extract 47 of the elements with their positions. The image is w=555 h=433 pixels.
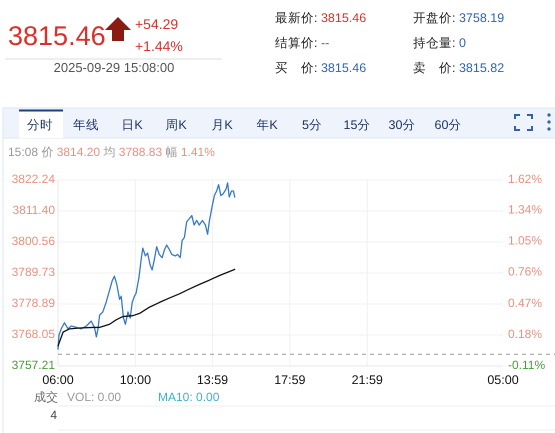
text: 卖 价: 3815.82 <box>413 61 504 75</box>
text: 成交 <box>34 390 58 404</box>
text: +1.44% <box>135 38 183 54</box>
chart-subtitle: 15:08 价 3814.20 均 3788.83 幅 1.41% <box>8 145 216 159</box>
text: 2025-09-29 15:08:00 <box>54 60 174 75</box>
text: 结算价: -- <box>275 36 330 50</box>
y2-tick-label: 0.18% <box>508 326 542 341</box>
text: 年线 <box>73 118 99 132</box>
text: 年K <box>256 118 278 132</box>
text: MA10: 0.00 <box>158 390 220 404</box>
text: 3815.46 <box>8 21 106 51</box>
y-tick-label: 3800.56 <box>12 234 56 248</box>
y-tick-label: 3768.05 <box>12 327 56 342</box>
text: 日K <box>121 118 144 132</box>
text: 持仓量: 0 <box>413 36 466 50</box>
x-tick-label: 05:00 <box>487 373 519 387</box>
y2-tick-label: -0.11% <box>508 358 546 372</box>
text: 4 <box>50 408 58 422</box>
line-series <box>57 268 236 347</box>
text: 60分 <box>434 118 462 132</box>
y2-tick-label: 1.34% <box>508 202 542 216</box>
y2-tick-label: 0.47% <box>508 296 542 310</box>
x-tick-label: 10:00 <box>120 373 152 387</box>
text: 最新价: 3815.46 <box>275 11 366 25</box>
x-tick-label: 06:00 <box>42 373 74 387</box>
y-tick-label: 3757.21 <box>12 358 56 372</box>
y-tick-label: 3822.24 <box>12 172 56 186</box>
text: 月K <box>211 118 234 132</box>
x-tick-label: 17:59 <box>274 373 306 387</box>
text: 5分 <box>302 118 322 132</box>
y2-tick-label: 1.62% <box>508 172 542 186</box>
text: 30分 <box>388 118 416 132</box>
x-tick-label: 13:59 <box>196 373 228 387</box>
x-tick-label: 21:59 <box>352 373 383 387</box>
text: VOL: 0.00 <box>67 390 122 404</box>
y-tick-label: 3789.73 <box>12 265 56 280</box>
text: +54.29 <box>135 16 178 32</box>
y2-tick-label: 0.76% <box>508 264 542 279</box>
text: 周K <box>165 118 188 132</box>
y-tick-label: 3811.40 <box>12 203 56 218</box>
text: 分时 <box>27 118 53 132</box>
line-series <box>57 182 236 350</box>
y2-tick-label: 1.05% <box>508 233 542 248</box>
text: 开盘价: 3758.19 <box>413 11 504 25</box>
text: 买 价: 3815.46 <box>275 61 366 75</box>
text: 15分 <box>344 118 370 132</box>
y-tick-label: 3778.89 <box>12 296 56 310</box>
